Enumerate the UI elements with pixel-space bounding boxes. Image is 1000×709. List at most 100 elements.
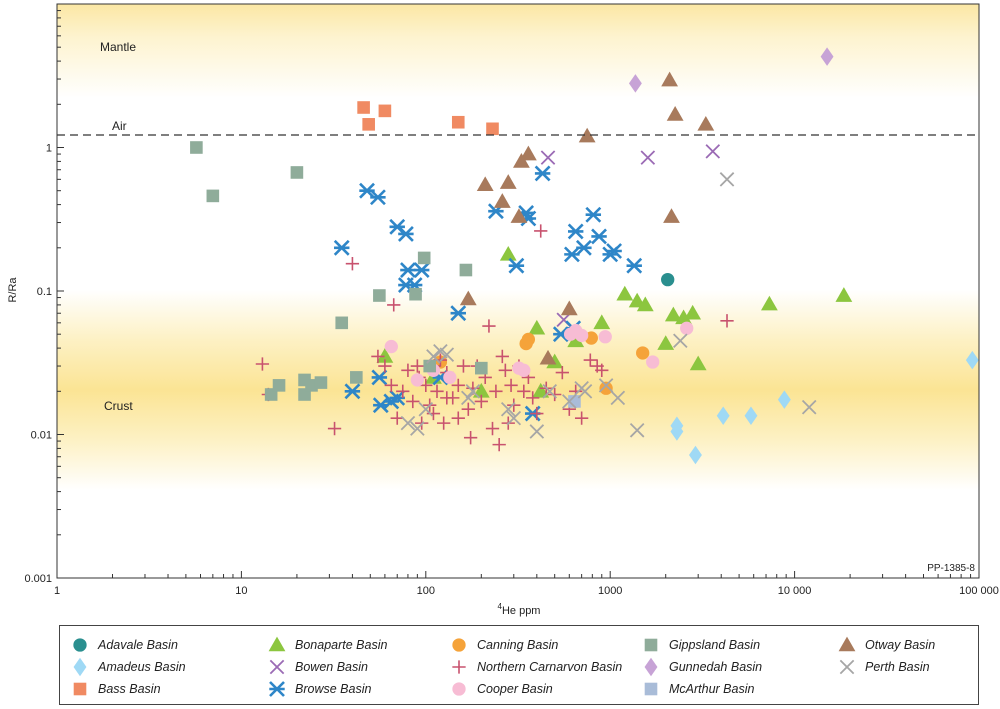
x-tick-label: 100 000 (959, 585, 999, 597)
data-point (636, 346, 650, 360)
data-point (835, 287, 853, 302)
legend-item: Canning Basin (449, 634, 641, 656)
legend-marker (269, 681, 285, 697)
x-tick-label: 100 (417, 585, 435, 597)
legend-item: Perth Basin (837, 656, 987, 678)
data-point (272, 379, 286, 392)
data-point (507, 398, 521, 412)
legend-item: Amadeus Basin (70, 656, 267, 678)
data-point (459, 263, 473, 277)
legend-label: Gippsland Basin (669, 638, 761, 652)
data-point (567, 332, 585, 348)
air-label: Air (112, 119, 127, 133)
data-point (506, 410, 522, 426)
data-point (400, 415, 416, 431)
data-point (461, 390, 476, 406)
data-point (451, 411, 465, 425)
legend-marker (838, 636, 856, 652)
data-point (689, 445, 702, 465)
data-point (598, 330, 612, 344)
data-point (378, 359, 392, 373)
x-tick-label: 10 000 (778, 585, 812, 597)
data-point (585, 206, 602, 223)
data-point (493, 193, 511, 208)
data-point (413, 262, 430, 278)
data-point (628, 74, 642, 93)
data-point (521, 332, 536, 347)
crust-label: Crust (104, 399, 133, 413)
legend-label: Canning Basin (477, 638, 559, 652)
data-point (610, 390, 626, 406)
data-point (578, 127, 596, 143)
legend-item: Otway Basin (837, 634, 987, 656)
data-point (371, 369, 388, 386)
data-point (673, 333, 688, 349)
legend-label: Otway Basin (865, 638, 936, 652)
data-point (410, 373, 425, 387)
data-point (459, 290, 477, 306)
data-point (376, 348, 394, 363)
data-point (629, 422, 645, 438)
data-point (472, 382, 490, 398)
data-point (418, 401, 434, 417)
legend-marker-icon (644, 682, 658, 696)
data-point (560, 300, 578, 316)
legend-item: Bonaparte Basin (267, 634, 449, 656)
legend-marker-icon (269, 681, 285, 697)
legend-item: Northern Carnarvon Basin (449, 656, 641, 678)
data-point (450, 305, 467, 322)
data-point (562, 394, 577, 409)
legend-label: Browse Basin (295, 682, 372, 696)
data-point (333, 239, 350, 256)
y-tick-label: 0.001 (24, 573, 52, 585)
series-gunnedah-basin (628, 47, 834, 93)
data-point (475, 361, 488, 375)
data-point (400, 262, 416, 278)
crust-band (57, 290, 979, 490)
series-bonaparte-basin (376, 245, 853, 398)
legend-marker-icon (452, 660, 466, 674)
y-tick-label: 0.1 (37, 286, 52, 298)
series-bass-basin (357, 101, 499, 136)
data-point (485, 421, 500, 436)
data-point (820, 47, 834, 66)
data-point (539, 349, 557, 365)
data-point (760, 295, 778, 311)
data-point (744, 406, 758, 426)
series-gippsland-basin (190, 141, 488, 401)
data-point (290, 166, 304, 179)
x-tick-label: 1000 (598, 585, 622, 597)
data-point (486, 122, 499, 136)
legend-label: Perth Basin (865, 660, 930, 674)
legend-label: Amadeus Basin (98, 660, 186, 674)
data-point (489, 384, 503, 398)
legend-item: Bass Basin (70, 678, 267, 700)
data-point (599, 381, 613, 395)
legend-marker (73, 638, 87, 652)
scatter-chart: 1 10 100 1000 10 000 100 000 0.001 0.01 0.1 1 Man… (7, 3, 999, 617)
data-point (697, 115, 715, 131)
legend-label: Northern Carnarvon Basin (477, 660, 623, 674)
legend-marker-icon (269, 659, 285, 675)
data-point (426, 349, 441, 364)
x-tick-label: 1 (54, 585, 60, 597)
legend-marker-icon (452, 638, 466, 652)
legend-item: Gunnedah Basin (641, 656, 837, 678)
legend-label: Adavale Basin (98, 638, 178, 652)
data-point (575, 239, 592, 256)
data-point (397, 225, 414, 242)
legend-marker-icon (839, 659, 855, 675)
legend-item: Browse Basin (267, 678, 449, 700)
legend-marker (452, 660, 466, 674)
legend-marker (839, 659, 855, 675)
data-point (465, 384, 481, 399)
legend-marker (268, 636, 286, 652)
data-point (517, 363, 531, 377)
data-point (350, 371, 363, 384)
legend-marker-icon (838, 636, 856, 652)
data-point (534, 165, 551, 182)
legend-marker-icon (452, 682, 466, 696)
data-point (362, 118, 375, 131)
x-axis-label-sup: 4 (498, 602, 503, 611)
legend-marker-icon (73, 657, 87, 677)
